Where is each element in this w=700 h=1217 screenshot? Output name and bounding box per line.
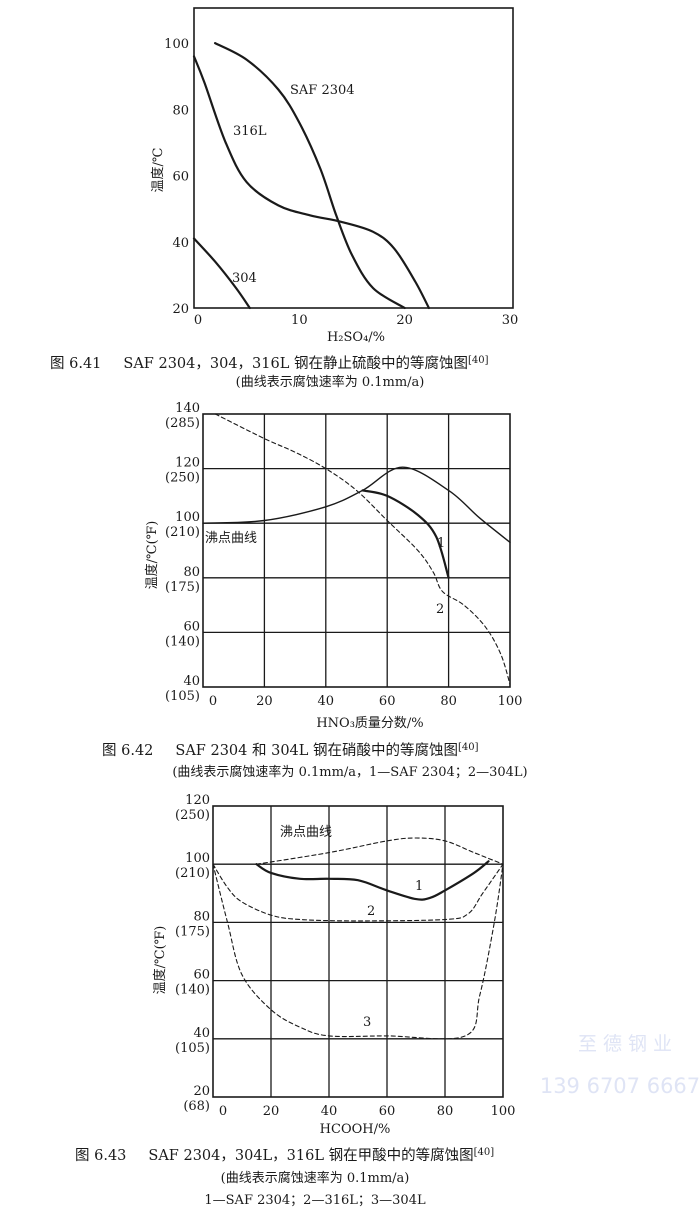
x-tick-label: 40: [318, 694, 335, 709]
series-line-沸点曲线: [255, 837, 504, 865]
curve-label-2: 2: [367, 904, 375, 919]
caption-text: SAF 2304 和 304L 钢在硝酸中的等腐蚀图: [175, 741, 458, 759]
y-tick-label-fahrenheit: (250): [175, 808, 210, 823]
y-axis-label: 温度/℃(℉): [144, 521, 160, 590]
x-tick-label: 60: [379, 1104, 396, 1119]
plot-frame: [193, 7, 514, 309]
y-tick-label: 120: [185, 793, 210, 808]
x-tick-label: 20: [263, 1104, 280, 1119]
y-tick-label: 40: [172, 236, 189, 251]
caption-ref: [40]: [474, 1147, 495, 1158]
caption-note: (曲线表示腐蚀速率为 0.1mm/a，1—SAF 2304；2—304L): [172, 764, 527, 780]
x-axis-label: HCOOH/%: [320, 1122, 391, 1137]
caption-ref: [40]: [458, 742, 479, 753]
series-line-3: [212, 863, 504, 1040]
series-line-saf-2304: [214, 42, 406, 310]
figure-number: 图 6.43: [75, 1148, 126, 1164]
y-tick-label: 80: [183, 565, 200, 580]
caption-text: SAF 2304，304，316L 钢在静止硫酸中的等腐蚀图: [123, 354, 468, 372]
y-tick-label: 40: [193, 1026, 210, 1041]
x-tick-label: 20: [256, 694, 273, 709]
y-tick-label: 100: [164, 37, 189, 52]
chart-h2so4: 0 10 20 30 20 40 60 80 100: [164, 7, 519, 328]
x-tick-label: 30: [502, 313, 519, 328]
caption-legend: 1—SAF 2304；2—316L；3—304L: [204, 1193, 426, 1208]
chart-hno3: 0 20 40 60 80 10040(105)60(140)80(175)100(210…: [165, 401, 522, 709]
y-tick-label-fahrenheit: (68): [183, 1099, 210, 1114]
curve-label-304: 304: [232, 271, 257, 286]
x-tick-label: 0: [219, 1104, 227, 1119]
x-tick-label: 80: [440, 694, 457, 709]
x-tick-label: 10: [291, 313, 308, 328]
y-tick-label: 80: [193, 909, 210, 924]
watermark-phone: 139 6707 6667: [540, 1074, 700, 1098]
series-line-304: [192, 237, 251, 310]
series-line-2: [214, 413, 511, 685]
y-tick-label: 20: [172, 302, 189, 317]
x-tick-label: 100: [491, 1104, 516, 1119]
caption-note: (曲线表示腐蚀速率为 0.1mm/a): [221, 1170, 410, 1186]
x-tick-label: 20: [396, 313, 413, 328]
watermark-company: 至 德 钢 业: [578, 1033, 672, 1055]
x-tick-label: 0: [194, 313, 202, 328]
y-tick-label: 60: [172, 170, 189, 185]
y-tick-label-fahrenheit: (175): [165, 580, 200, 595]
curve-label-saf2304: SAF 2304: [290, 83, 355, 98]
plot-frame: [212, 805, 504, 1098]
annotation-boiling-curve: 沸点曲线: [205, 531, 257, 546]
y-tick-label: 60: [183, 619, 200, 634]
series-line-2: [212, 863, 504, 922]
figure-caption: 图 6.43 SAF 2304，304L，316L 钢在甲酸中的等腐蚀图[40]: [75, 1146, 494, 1164]
y-tick-label: 20: [193, 1084, 210, 1099]
caption-ref: [40]: [468, 355, 489, 366]
y-tick-label: 60: [193, 968, 210, 983]
series-line-1: [255, 860, 490, 901]
curve-label-1: 1: [437, 536, 445, 551]
y-tick-label: 100: [185, 851, 210, 866]
x-tick-label: 100: [498, 694, 523, 709]
y-tick-label-fahrenheit: (210): [165, 525, 200, 540]
figure-caption: 图 6.41 SAF 2304，304，316L 钢在静止硫酸中的等腐蚀图[40]: [50, 354, 489, 372]
plot-frame: [202, 413, 511, 688]
y-axis-label: 温度/℃: [150, 148, 166, 193]
y-tick-label-fahrenheit: (105): [175, 1041, 210, 1056]
annotation-boiling-curve: 沸点曲线: [280, 825, 332, 840]
y-tick-label-fahrenheit: (105): [165, 689, 200, 704]
y-tick-label: 140: [175, 401, 200, 416]
x-tick-label: 0: [209, 694, 217, 709]
y-tick-label-fahrenheit: (285): [165, 416, 200, 431]
x-axis-label: H₂SO₄/%: [327, 330, 385, 345]
curve-label-316l: 316L: [233, 124, 267, 139]
x-tick-label: 60: [379, 694, 396, 709]
y-tick-label-fahrenheit: (140): [175, 983, 210, 998]
series-line-1: [361, 489, 450, 579]
caption-note: (曲线表示腐蚀速率为 0.1mm/a): [236, 374, 425, 390]
x-tick-label: 80: [437, 1104, 454, 1119]
y-tick-label: 100: [175, 510, 200, 525]
y-tick-label-fahrenheit: (175): [175, 924, 210, 939]
y-tick-label: 40: [183, 674, 200, 689]
x-axis-label: HNO₃质量分数/%: [316, 716, 423, 731]
figure-caption: 图 6.42 SAF 2304 和 304L 钢在硝酸中的等腐蚀图[40]: [102, 741, 479, 759]
y-tick-label: 80: [172, 103, 189, 118]
figure-number: 图 6.42: [102, 743, 153, 759]
y-tick-label: 120: [175, 456, 200, 471]
x-tick-label: 40: [321, 1104, 338, 1119]
curve-label-1: 1: [415, 879, 423, 894]
chart-hcooh: 0 20 40 60 80 10020(68)40(105)60(140)80(175)1…: [175, 793, 515, 1119]
series-line-沸点曲线: [202, 466, 511, 543]
y-tick-label-fahrenheit: (210): [175, 866, 210, 881]
y-axis-label: 温度/℃(℉): [152, 926, 168, 995]
y-tick-label-fahrenheit: (250): [165, 471, 200, 486]
figure-number: 图 6.41: [50, 356, 101, 372]
caption-text: SAF 2304，304L，316L 钢在甲酸中的等腐蚀图: [148, 1146, 473, 1164]
series-line-316l: [192, 55, 430, 310]
curve-label-2: 2: [436, 602, 444, 617]
curve-label-3: 3: [363, 1015, 371, 1030]
y-tick-label-fahrenheit: (140): [165, 634, 200, 649]
